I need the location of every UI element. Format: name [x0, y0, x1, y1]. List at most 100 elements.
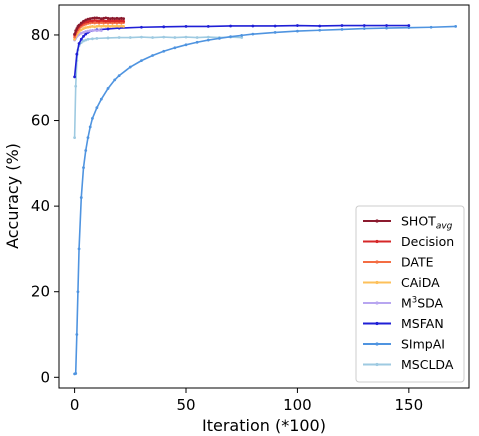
data-point-decision — [119, 19, 123, 23]
legend-marker — [375, 301, 379, 305]
y-tick-label: 80 — [31, 26, 50, 44]
legend: SHOTavg Decision DATE CAiDA M3SDA MSFAN SImpAI… — [355, 205, 465, 383]
data-point-date — [88, 21, 92, 25]
data-point-caida — [88, 25, 92, 29]
data-point-msfan — [296, 24, 299, 27]
data-point-decision — [115, 19, 119, 23]
data-point-msclda — [162, 35, 166, 39]
data-point-date — [119, 21, 123, 25]
data-point-decision — [97, 19, 101, 23]
data-point-decision — [117, 19, 121, 23]
data-point-shotavg — [115, 16, 119, 20]
data-point-simpai — [162, 49, 166, 53]
legend-marker — [375, 239, 379, 244]
data-point-m3sda — [88, 29, 92, 33]
series-layer — [73, 16, 458, 376]
data-point-msclda — [140, 35, 143, 39]
legend-marker — [375, 362, 379, 367]
data-point-msfan — [407, 24, 411, 27]
y-tick-label: 20 — [31, 283, 50, 301]
data-point-m3sda — [79, 31, 83, 35]
data-point-msfan — [73, 75, 76, 79]
x-tick-label: 50 — [176, 396, 195, 414]
data-point-shotavg — [106, 16, 110, 20]
data-point-caida — [73, 37, 76, 41]
legend-label: DATE — [401, 255, 434, 270]
axis-layer: 0 50 100 150 0 20 40 60 80 — [31, 26, 423, 414]
data-point-date — [111, 21, 114, 25]
data-point-simpai — [385, 26, 388, 30]
data-point-shotavg — [93, 16, 97, 20]
data-point-decision — [106, 19, 110, 23]
data-point-decision — [91, 19, 94, 23]
data-point-msclda — [73, 136, 76, 140]
data-point-msclda — [173, 36, 177, 39]
data-point-caida — [91, 25, 94, 28]
data-point-caida — [122, 25, 126, 28]
legend-marker — [375, 321, 379, 326]
data-point-msfan — [75, 52, 79, 56]
data-point-shotavg — [79, 21, 83, 25]
data-point-simpai — [251, 32, 255, 36]
legend-label: MSCLDA — [401, 357, 454, 372]
data-point-simpai — [218, 36, 221, 40]
x-axis-title: Iteration (*100) — [202, 416, 326, 435]
legend-item-msclda: MSCLDA — [363, 357, 454, 372]
data-point-shotavg — [104, 16, 108, 20]
data-point-simpai — [82, 166, 85, 170]
data-point-msclda — [240, 36, 244, 39]
data-point-date — [106, 21, 110, 25]
legend-label: CAiDA — [401, 275, 440, 290]
data-point-msclda — [128, 36, 132, 39]
data-point-msclda — [82, 39, 85, 43]
data-point-msclda — [117, 36, 121, 39]
legend-marker — [375, 219, 379, 223]
data-point-simpai — [362, 27, 366, 30]
data-point-caida — [86, 25, 90, 29]
legend-label: Decision — [401, 234, 454, 249]
data-point-msclda — [195, 36, 199, 39]
data-point-caida — [97, 24, 101, 28]
data-point-caida — [79, 28, 83, 32]
data-point-msfan — [385, 24, 388, 27]
legend-item-caida: CAiDA — [363, 275, 440, 290]
data-point-shotavg — [77, 23, 81, 27]
data-point-simpai — [195, 40, 199, 44]
data-point-msfan — [206, 25, 210, 28]
data-point-m3sda — [84, 30, 88, 33]
data-point-m3sda — [82, 30, 85, 34]
data-point-shotavg — [113, 17, 117, 21]
legend-marker — [375, 342, 379, 346]
data-point-m3sda — [99, 29, 103, 33]
data-point-simpai — [318, 28, 322, 32]
data-point-shotavg — [117, 17, 121, 21]
data-point-simpai — [74, 372, 78, 375]
legend-label: SImpAI — [401, 337, 445, 352]
data-point-simpai — [454, 25, 458, 28]
data-point-caida — [113, 25, 117, 28]
data-point-decision — [108, 19, 112, 23]
legend-item-shotavg: SHOTavg — [363, 214, 453, 232]
data-point-simpai — [79, 196, 83, 199]
data-point-msfan — [184, 25, 188, 28]
data-point-msclda — [206, 35, 210, 39]
data-point-simpai — [128, 65, 132, 69]
series-simpai — [73, 25, 458, 376]
legend-marker — [375, 260, 379, 264]
data-point-msfan — [84, 32, 88, 36]
legend-item-date: DATE — [363, 255, 434, 270]
data-point-msfan — [79, 37, 83, 41]
data-point-date — [99, 21, 103, 24]
legend-label: M3SDA — [401, 296, 444, 311]
data-point-msclda — [151, 36, 154, 39]
data-point-decision — [113, 19, 117, 23]
data-point-msclda — [184, 35, 188, 39]
data-point-caida — [111, 24, 114, 28]
data-point-simpai — [273, 30, 277, 34]
data-point-simpai — [206, 38, 210, 42]
data-point-caida — [119, 24, 123, 28]
series-shotavg — [73, 16, 126, 36]
data-point-decision — [93, 19, 97, 22]
legend-item-simpai: SImpAI — [363, 337, 445, 352]
data-point-m3sda — [95, 29, 99, 33]
